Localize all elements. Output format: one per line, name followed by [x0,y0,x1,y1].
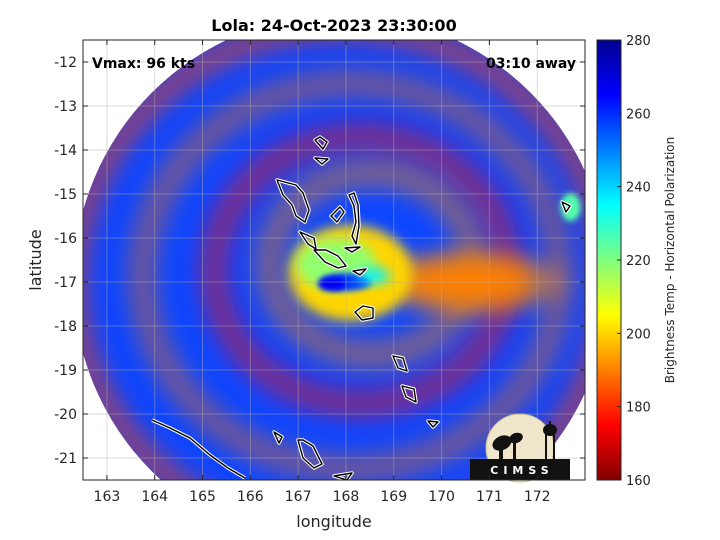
colorbar-tick-label: 280 [626,34,651,49]
y-tick-label: -20 [54,407,77,423]
x-tick-label: 167 [285,489,312,505]
y-tick-label: -12 [54,55,77,71]
colorbar-tick-label: 220 [626,254,651,269]
x-axis-label: longitude [296,512,371,531]
x-tick-label: 168 [333,489,360,505]
x-tick-label: 163 [94,489,121,505]
x-tick-label: 165 [189,489,216,505]
colorbar-tick-label: 260 [626,107,651,122]
x-ticks: 163 164 165 166 167 168 169 170 171 172 [94,40,551,505]
colorbar-ticks: 280 260 240 220 200 180 160 [617,34,651,489]
water-tower-icon [543,421,557,459]
y-tick-label: -13 [54,99,77,115]
x-tick-label: 170 [428,489,455,505]
colorbar-label: Brightness Temp - Horizontal Polarizatio… [663,137,677,384]
logo-text: CIMSS [490,464,553,477]
y-tick-label: -18 [54,319,77,335]
x-tick-label: 166 [237,489,264,505]
coastlines [151,135,572,480]
y-tick-label: -16 [54,231,77,247]
y-tick-label: -15 [54,187,77,203]
colorbar-tick-label: 180 [626,401,651,416]
eyewall-shoulder [357,268,390,284]
colorbar-tick-label: 240 [626,181,651,196]
x-tick-label: 172 [524,489,551,505]
satellite-dish-icon [492,432,523,459]
cimss-logo: CIMSS [470,413,570,483]
x-tick-label: 169 [380,489,407,505]
gridlines [83,40,585,480]
y-tick-label: -19 [54,363,77,379]
vmax-annotation: Vmax: 96 kts [92,56,195,72]
y-tick-label: -14 [54,143,77,159]
axes-frame [82,39,586,481]
y-tick-label: -21 [54,451,77,467]
feature-outer-band-east [395,260,536,304]
y-tick-label: -17 [54,275,77,291]
y-ticks: -12 -13 -14 -15 -16 -17 -18 -19 -20 -21 [54,55,585,467]
colorbar-tick-label: 200 [626,327,651,342]
distance-annotation: 03:10 away [486,56,576,72]
x-tick-label: 171 [476,489,503,505]
chart-title: Lola: 24-Oct-2023 23:30:00 [211,16,456,35]
colorbar-tick-label: 160 [626,474,651,489]
y-axis-label: latitude [26,229,45,290]
x-tick-label: 164 [141,489,168,505]
eyewall-hotspot [317,277,346,291]
